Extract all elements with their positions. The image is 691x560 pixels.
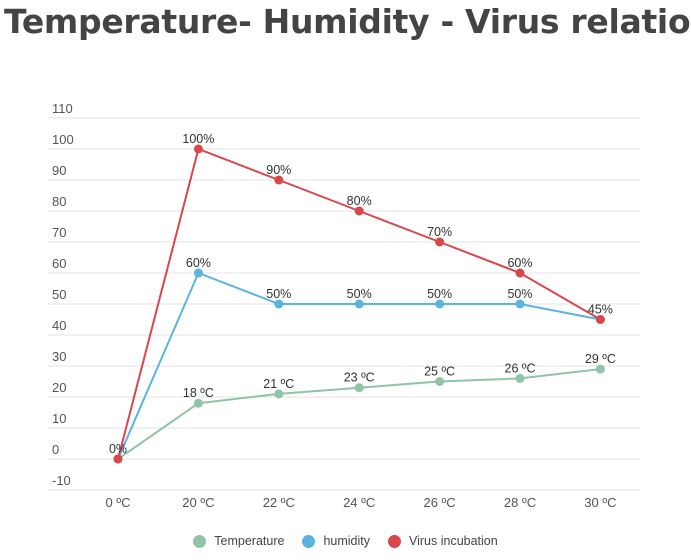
data-point xyxy=(354,206,364,216)
legend-item[interactable]: humidity xyxy=(302,534,370,548)
data-label: 25 ºC xyxy=(424,365,455,379)
data-label: 23 ºC xyxy=(344,371,375,385)
data-point xyxy=(515,299,525,309)
legend-swatch xyxy=(193,534,207,548)
data-label: 45% xyxy=(588,303,613,317)
series-points xyxy=(113,144,605,464)
legend-label: humidity xyxy=(323,534,370,548)
data-label: 50% xyxy=(266,287,291,301)
x-tick-label: 30 ºC xyxy=(584,495,616,510)
legend-item[interactable]: Temperature xyxy=(193,534,284,548)
data-point xyxy=(274,299,284,309)
legend-label: Temperature xyxy=(214,534,285,548)
data-label: 60% xyxy=(507,256,532,270)
y-tick-label: 90 xyxy=(52,163,66,178)
y-tick-label: 110 xyxy=(52,101,73,116)
data-label: 21 ºC xyxy=(263,377,294,391)
data-label: 29 ºC xyxy=(585,352,616,366)
data-point xyxy=(515,373,525,383)
y-tick-label: 30 xyxy=(52,349,66,364)
x-tick-label: 26 ºC xyxy=(423,495,455,510)
legend-item[interactable]: Virus incubation xyxy=(388,534,498,548)
data-label: 50% xyxy=(507,287,532,301)
y-axis-ticks: -10 0 10 20 30 40 50 60 70 80 90 100 110 xyxy=(52,101,74,488)
legend-swatch xyxy=(302,534,316,548)
x-tick-label: 0 ºC xyxy=(106,495,131,510)
y-tick-label: -10 xyxy=(52,473,71,488)
x-tick-label: 28 ºC xyxy=(504,495,536,510)
y-tick-label: 20 xyxy=(52,380,66,395)
data-point xyxy=(274,389,284,399)
data-point xyxy=(354,383,364,393)
data-label: 50% xyxy=(427,287,452,301)
y-tick-label: 50 xyxy=(52,287,66,302)
x-axis-ticks: 0 ºC 20 ºC 22 ºC 24 ºC 26 ºC 28 ºC 30 ºC xyxy=(106,495,617,510)
y-tick-label: 100 xyxy=(52,132,74,147)
legend-swatch xyxy=(388,534,401,548)
data-label: 90% xyxy=(266,163,291,177)
data-point xyxy=(193,398,203,408)
y-tick-label: 0 xyxy=(52,442,59,457)
line-chart: -10 0 10 20 30 40 50 60 70 80 90 100 110 0 ºC 20 ºC 22… xyxy=(48,101,640,510)
data-label: 18 ºC xyxy=(183,386,214,400)
data-label: 60% xyxy=(186,256,211,270)
legend-label: Virus incubation xyxy=(409,534,498,548)
data-point xyxy=(595,364,605,374)
x-tick-label: 24 ºC xyxy=(343,495,375,510)
y-tick-label: 80 xyxy=(52,194,66,209)
data-point xyxy=(435,237,445,247)
chart-title: Temperature- Humidity - Virus relation xyxy=(4,2,691,41)
y-tick-label: 70 xyxy=(52,225,66,240)
data-label: 70% xyxy=(427,225,452,239)
data-point xyxy=(113,454,123,464)
data-point xyxy=(515,268,525,278)
data-point xyxy=(354,299,364,309)
data-label: 26 ºC xyxy=(505,361,536,375)
data-labels: 18 ºC 21 ºC 23 ºC 25 ºC 26 ºC 29 ºC 60% 50% 50% 5… xyxy=(109,132,616,456)
data-label: 50% xyxy=(347,287,372,301)
x-tick-label: 20 ºC xyxy=(182,495,214,510)
data-point xyxy=(435,299,445,309)
grid-lines xyxy=(48,117,640,491)
data-point xyxy=(193,268,203,278)
data-label: 100% xyxy=(182,132,214,146)
data-point xyxy=(274,175,284,185)
y-tick-label: 10 xyxy=(52,411,66,426)
y-tick-label: 60 xyxy=(52,256,66,271)
data-point xyxy=(435,377,445,386)
data-label: 0% xyxy=(109,442,127,456)
y-tick-label: 40 xyxy=(52,318,66,333)
x-tick-label: 22 ºC xyxy=(263,495,295,510)
data-point xyxy=(193,144,203,154)
legend: Temperature humidity Virus incubation xyxy=(0,534,691,548)
data-label: 80% xyxy=(347,194,372,208)
data-point xyxy=(595,315,605,324)
